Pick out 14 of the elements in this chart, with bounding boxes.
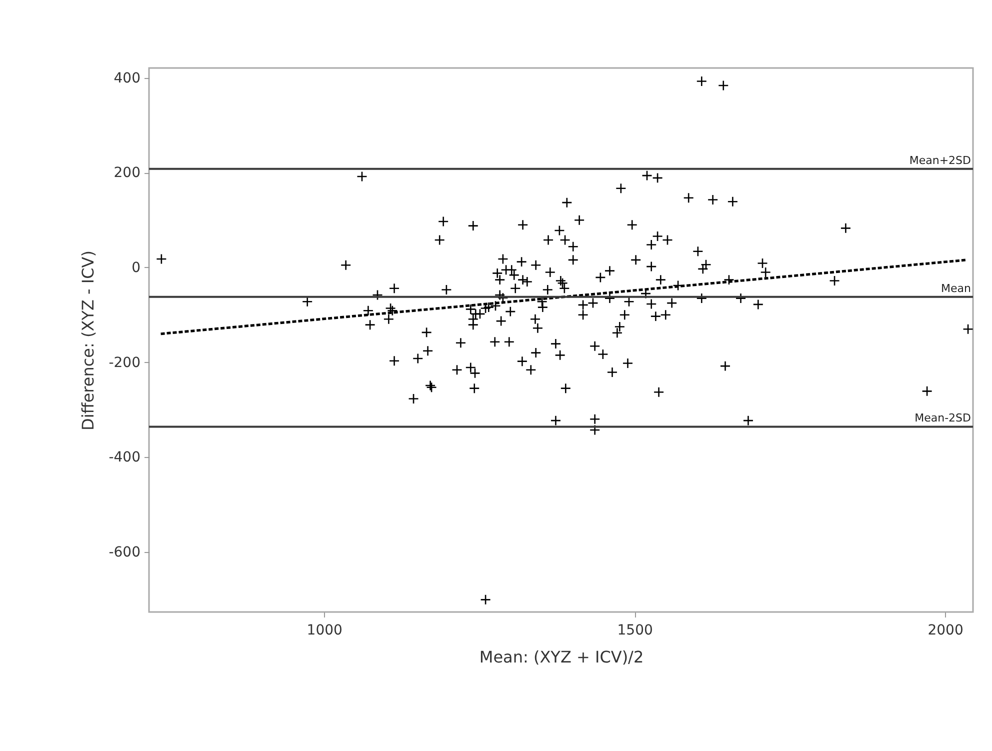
ref-line-label: Mean [941, 282, 972, 295]
y-tick-label: 0 [132, 260, 140, 276]
ref-line-label: Mean-2SD [914, 412, 971, 425]
x-axis-title: Mean: (XYZ + ICV)/2 [479, 648, 644, 666]
y-tick-label: -400 [108, 450, 140, 466]
x-tick-label: 1000 [306, 622, 342, 638]
y-tick-label: 400 [114, 70, 140, 86]
x-tick-label: 2000 [928, 622, 964, 638]
y-axis-title: Difference: (XYZ - ICV) [78, 250, 98, 430]
y-tick-label: -600 [108, 544, 140, 560]
y-tick-label: -200 [108, 354, 140, 371]
x-tick-label: 1500 [617, 622, 653, 638]
ref-line-label: Mean+2SD [909, 154, 971, 167]
y-tick-label: 200 [114, 165, 140, 182]
